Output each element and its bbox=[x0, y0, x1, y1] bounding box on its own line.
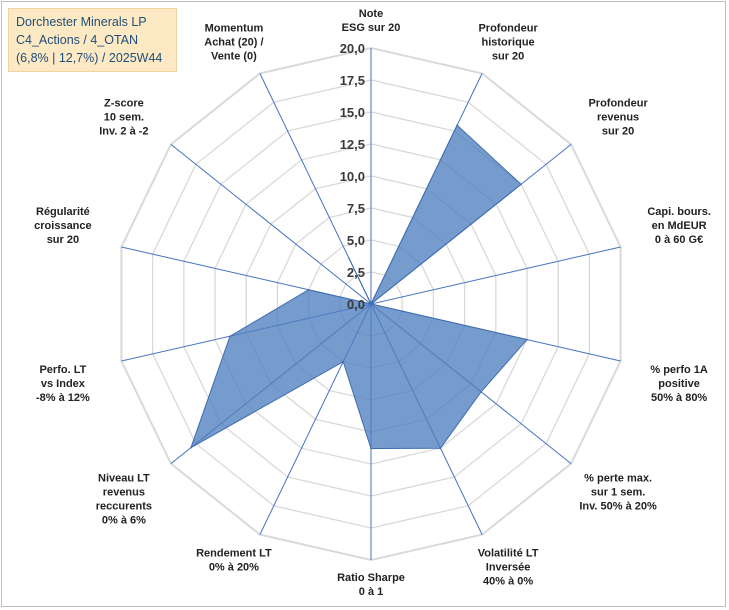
tick-label-8: 20,0 bbox=[340, 41, 365, 56]
axis-label-11-line-1: croissance bbox=[34, 220, 91, 232]
axis-label-9-line-3: 0% à 6% bbox=[102, 514, 146, 526]
axis-label-11: Régularité croissance sur 20 bbox=[34, 206, 91, 246]
axis-label-3-line-0: Capi. bours. bbox=[647, 206, 711, 218]
axis-label-13: Momentum Achat (20) / Vente (0) bbox=[204, 23, 263, 63]
axis-label-2-line-0: Profondeur bbox=[588, 98, 648, 110]
series-point-4 bbox=[526, 338, 528, 341]
tick-label-4: 10,0 bbox=[340, 169, 365, 184]
tick-label-3: 7,5 bbox=[347, 201, 365, 216]
axis-label-5: % perte max. sur 1 sem. Inv. 50% à 20% bbox=[579, 472, 657, 512]
axis-label-2: Profondeur revenus sur 20 bbox=[588, 98, 648, 138]
tick-label-5: 12,5 bbox=[340, 137, 365, 152]
axis-label-0: Note ESG sur 20 bbox=[342, 8, 401, 34]
series-layer bbox=[189, 124, 528, 450]
axis-label-12-line-0: Z-score bbox=[104, 98, 144, 110]
axis-label-7: Ratio Sharpe 0 à 1 bbox=[337, 572, 405, 598]
tick-label-0: 0,0 bbox=[347, 297, 365, 312]
series-point-1 bbox=[456, 124, 458, 126]
axis-label-12: Z-score 10 sem. Inv. 2 à -2 bbox=[99, 98, 148, 138]
axis-label-1: Profondeur historique sur 20 bbox=[478, 23, 538, 63]
axis-label-11-line-2: sur 20 bbox=[47, 234, 79, 246]
axis-label-3-line-1: en MdEUR bbox=[652, 220, 707, 232]
axis-label-4: % perfo 1A positive 50% à 80% bbox=[650, 364, 708, 404]
series-point-7 bbox=[370, 447, 372, 450]
axis-label-5-line-1: sur 1 sem. bbox=[591, 486, 645, 498]
axis-label-10-line-2: -8% à 12% bbox=[36, 392, 90, 404]
axis-label-8-line-1: 0% à 20% bbox=[209, 561, 259, 573]
axis-label-12-line-2: Inv. 2 à -2 bbox=[99, 126, 148, 138]
axis-label-4-line-2: 50% à 80% bbox=[651, 392, 707, 404]
axis-label-6: Volatilité LT Inversée 40% à 0% bbox=[478, 547, 539, 587]
axis-label-12-line-1: 10 sem. bbox=[104, 112, 144, 124]
axis-label-13-line-1: Achat (20) / bbox=[204, 37, 263, 49]
series-point-10 bbox=[229, 335, 231, 338]
series-point-9 bbox=[190, 446, 192, 449]
axis-label-0-line-0: Note bbox=[359, 8, 383, 20]
axis-label-8-line-0: Rendement LT bbox=[196, 547, 272, 559]
series-point-2 bbox=[520, 183, 522, 186]
axis-label-9-line-1: revenus bbox=[103, 486, 145, 498]
axis-label-4-line-0: % perfo 1A bbox=[650, 364, 708, 376]
axis-label-1-line-2: sur 20 bbox=[492, 51, 524, 63]
axis-label-1-line-0: Profondeur bbox=[478, 23, 538, 35]
series-point-6 bbox=[439, 447, 442, 450]
axis-label-5-line-2: Inv. 50% à 20% bbox=[579, 500, 657, 512]
axis-label-10-line-0: Perfo. LT bbox=[39, 364, 86, 376]
axis-label-10: Perfo. LT vs Index -8% à 12% bbox=[36, 364, 90, 404]
series-point-8 bbox=[342, 360, 345, 363]
series-point-11 bbox=[307, 289, 310, 291]
axis-label-6-line-1: Inversée bbox=[486, 561, 531, 573]
chart-title-box: Dorchester Minerals LP C4_Actions / 4_OT… bbox=[8, 8, 177, 72]
tick-label-6: 15,0 bbox=[340, 105, 365, 120]
axis-label-10-line-1: vs Index bbox=[41, 378, 86, 390]
series-point-5 bbox=[480, 391, 482, 393]
tick-label-7: 17,5 bbox=[340, 73, 365, 88]
axis-label-13-line-0: Momentum bbox=[205, 23, 264, 35]
tick-layer: 0,0 2,5 5,0 7,5 10,0 12,5 15,0 17,5 20,0 bbox=[340, 41, 365, 312]
tick-label-1: 2,5 bbox=[347, 265, 365, 280]
tick-label-2: 5,0 bbox=[347, 233, 365, 248]
axis-label-7-line-0: Ratio Sharpe bbox=[337, 572, 405, 584]
axis-label-3: Capi. bours. en MdEUR 0 à 60 G€ bbox=[647, 206, 711, 246]
spoke-axis-12 bbox=[170, 144, 372, 305]
axis-label-layer: Note ESG sur 20 Profondeur historique sur 20… bbox=[34, 8, 711, 598]
axis-label-5-line-0: % perte max. bbox=[584, 472, 652, 484]
spoke-axis-3 bbox=[370, 246, 621, 305]
axis-label-9: Niveau LT revenus reccurents 0% à 6% bbox=[96, 472, 152, 526]
title-line-category: C4_Actions / 4_OTAN bbox=[16, 33, 139, 47]
axis-label-3-line-2: 0 à 60 G€ bbox=[655, 234, 703, 246]
axis-label-0-line-1: ESG sur 20 bbox=[342, 22, 401, 34]
axis-label-7-line-1: 0 à 1 bbox=[359, 586, 383, 598]
axis-label-4-line-1: positive bbox=[658, 378, 700, 390]
title-line-period: (6,8% | 12,7%) / 2025W44 bbox=[16, 51, 163, 65]
axis-label-1-line-1: historique bbox=[482, 37, 535, 49]
axis-label-6-line-0: Volatilité LT bbox=[478, 547, 539, 559]
title-line-company: Dorchester Minerals LP bbox=[16, 15, 147, 29]
axis-label-6-line-2: 40% à 0% bbox=[483, 575, 533, 587]
axis-label-11-line-0: Régularité bbox=[36, 206, 90, 218]
axis-label-9-line-2: reccurents bbox=[96, 500, 152, 512]
axis-label-8: Rendement LT 0% à 20% bbox=[196, 547, 272, 573]
series-point-13 bbox=[348, 257, 350, 259]
axis-label-2-line-2: sur 20 bbox=[602, 126, 634, 138]
axis-label-9-line-0: Niveau LT bbox=[98, 472, 150, 484]
axis-label-2-line-1: revenus bbox=[597, 112, 639, 124]
axis-label-13-line-2: Vente (0) bbox=[211, 51, 257, 63]
series-point-12 bbox=[370, 303, 372, 305]
